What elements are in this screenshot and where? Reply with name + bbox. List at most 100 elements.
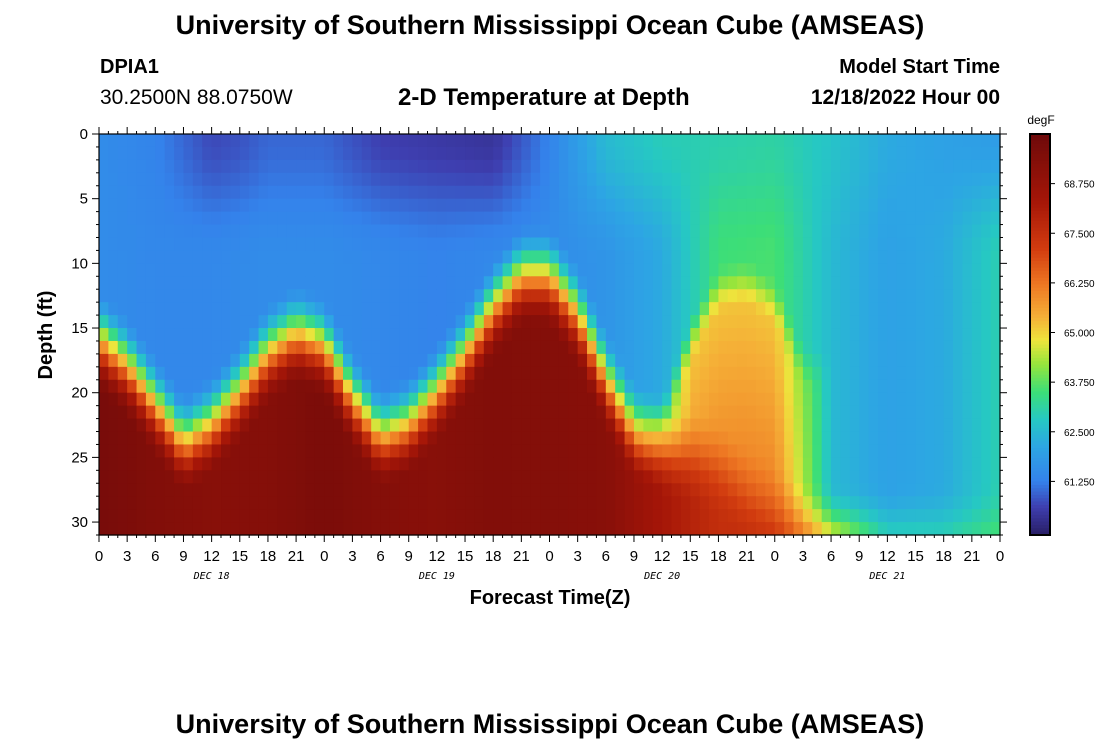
colorbar-segment [1030, 414, 1050, 419]
heatmap-cell [127, 457, 138, 471]
heatmap-cell [286, 302, 297, 316]
heatmap-cell [183, 172, 194, 187]
heatmap-cell [221, 315, 231, 329]
heatmap-cell [558, 315, 569, 329]
heatmap-cell [258, 483, 269, 497]
heatmap-cell [174, 263, 185, 277]
heatmap-cell [230, 237, 241, 252]
heatmap-cell [117, 457, 128, 471]
heatmap-cell [305, 315, 316, 329]
heatmap-cell [877, 159, 888, 174]
heatmap-cell [934, 340, 945, 355]
heatmap-cell [408, 302, 419, 316]
heatmap-cell [812, 172, 823, 187]
heatmap-cell [108, 328, 119, 342]
heatmap-cell [286, 483, 297, 497]
heatmap-cell [887, 483, 898, 497]
heatmap-cell [483, 224, 494, 239]
heatmap-cell [446, 134, 457, 148]
heatmap-cell [934, 366, 945, 381]
heatmap-cell [258, 444, 269, 458]
heatmap-cell [605, 302, 616, 316]
heatmap-cell [690, 522, 701, 536]
heatmap-cell [211, 289, 222, 303]
heatmap-cell [727, 315, 738, 329]
heatmap-cell [633, 418, 644, 433]
heatmap-cell [727, 379, 738, 394]
heatmap-cell [831, 134, 842, 148]
heatmap-cell [624, 418, 635, 433]
heatmap-cell [427, 185, 438, 200]
heatmap-cell [296, 444, 307, 458]
heatmap-cell [690, 366, 701, 381]
heatmap-cell [755, 366, 766, 381]
heatmap-cell [652, 405, 663, 420]
heatmap-cell [906, 198, 917, 213]
heatmap-cell [812, 457, 823, 471]
station-coordinates: 30.2500N 88.0750W [100, 86, 293, 109]
heatmap-cell [765, 302, 776, 316]
heatmap-cell [615, 159, 626, 174]
heatmap-cell [343, 418, 354, 433]
heatmap-cell [380, 522, 391, 536]
heatmap-cell [727, 159, 738, 174]
heatmap-cell [831, 315, 842, 329]
heatmap-cell [343, 366, 354, 381]
heatmap-cell [671, 224, 682, 239]
heatmap-cell [465, 211, 476, 226]
heatmap-cell [877, 250, 888, 264]
heatmap-cell [540, 483, 551, 497]
heatmap-cell [465, 392, 476, 407]
heatmap-cell [408, 483, 419, 497]
heatmap-cell [981, 134, 992, 148]
heatmap-cell [624, 457, 635, 471]
heatmap-cell [915, 237, 926, 252]
heatmap-cell [765, 379, 776, 394]
colorbar-segment [1030, 311, 1050, 316]
colorbar-segment [1030, 421, 1050, 426]
heatmap-cell [831, 328, 842, 342]
heatmap-cell [821, 496, 832, 510]
heatmap-cell [877, 185, 888, 200]
heatmap-cell [267, 224, 278, 239]
x-tick-label: 15 [682, 548, 699, 565]
heatmap-cell [305, 276, 316, 290]
heatmap-cell [277, 483, 288, 497]
heatmap-cell [540, 289, 551, 303]
heatmap-cell [737, 289, 748, 303]
heatmap-cell [568, 522, 579, 536]
heatmap-cell [474, 379, 485, 394]
heatmap-cell [896, 418, 907, 433]
heatmap-cell [549, 509, 560, 523]
heatmap-cell [221, 483, 231, 497]
heatmap-cell [896, 328, 907, 342]
heatmap-cell [399, 366, 410, 381]
heatmap-cell [155, 522, 166, 536]
heatmap-cell [812, 237, 823, 252]
heatmap-cell [671, 237, 682, 252]
heatmap-cell [427, 509, 438, 523]
heatmap-cell [643, 328, 654, 342]
heatmap-cell [230, 172, 241, 187]
heatmap-cell [859, 392, 870, 407]
heatmap-cell [277, 198, 288, 213]
heatmap-cell [408, 224, 419, 239]
heatmap-cell [737, 263, 748, 277]
heatmap-cell [296, 276, 307, 290]
heatmap-cell [812, 483, 823, 497]
heatmap-cell [408, 366, 419, 381]
heatmap-cell [483, 237, 494, 252]
heatmap-cell [849, 405, 860, 420]
heatmap-cell [802, 353, 813, 368]
heatmap-cell [709, 418, 720, 433]
heatmap-cell [446, 198, 457, 213]
heatmap-cell [352, 496, 363, 510]
heatmap-cell [849, 276, 860, 290]
heatmap-cell [183, 224, 194, 239]
heatmap-cell [127, 522, 138, 536]
heatmap-cell [596, 379, 607, 394]
heatmap-cell [643, 134, 654, 148]
heatmap-cell [615, 134, 626, 148]
heatmap-cell [230, 134, 241, 148]
heatmap-cell [183, 198, 194, 213]
